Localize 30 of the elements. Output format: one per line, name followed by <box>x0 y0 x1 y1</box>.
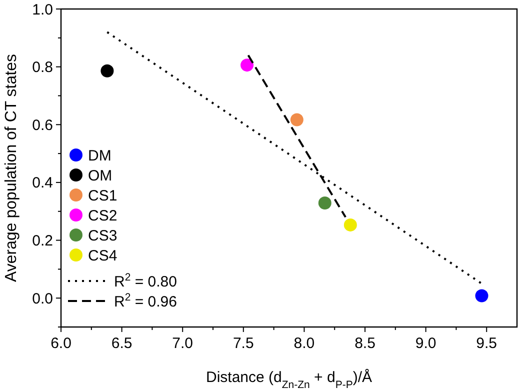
legend-label: CS1 <box>88 187 118 204</box>
legend-label: DM <box>88 147 112 164</box>
point <box>344 218 357 232</box>
x-tick-label: 6.0 <box>50 335 72 352</box>
x-tick-label: 8.0 <box>294 335 315 352</box>
point <box>475 289 488 302</box>
y-tick-label: 0.8 <box>32 59 53 76</box>
y-tick-label: 0.0 <box>32 290 53 308</box>
y-tick-label: 1.0 <box>32 1 53 18</box>
x-tick-label: 6.5 <box>111 335 132 352</box>
point <box>100 64 114 78</box>
legend-label: CS2 <box>88 207 118 224</box>
x-tick-label: 7.0 <box>172 335 194 352</box>
legend-label: OM <box>88 167 112 184</box>
y-tick-label: 0.4 <box>32 174 53 192</box>
legend-label: CS4 <box>88 247 118 264</box>
point <box>240 58 254 72</box>
point <box>318 196 332 210</box>
x-tick-label: 9.0 <box>415 335 436 352</box>
y-tick-label: 0.2 <box>32 232 53 250</box>
x-axis-title: Distance (d$_{Zn-Zn}$ + d$_{P-P}$)/Å <box>206 368 372 391</box>
y-tick-label: 0.6 <box>32 116 53 134</box>
legend-label: CS3 <box>88 227 118 244</box>
y-axis-title: Average population of CT states <box>3 54 20 282</box>
x-tick-label: 7.5 <box>232 335 254 352</box>
legend-label: R$^{2}$ = 0.80 <box>114 271 177 290</box>
x-tick-label: 9.5 <box>476 335 498 352</box>
legend-label: R$^{2}$ = 0.96 <box>114 291 177 310</box>
x-tick-label: 8.5 <box>354 335 376 352</box>
point <box>290 113 304 126</box>
